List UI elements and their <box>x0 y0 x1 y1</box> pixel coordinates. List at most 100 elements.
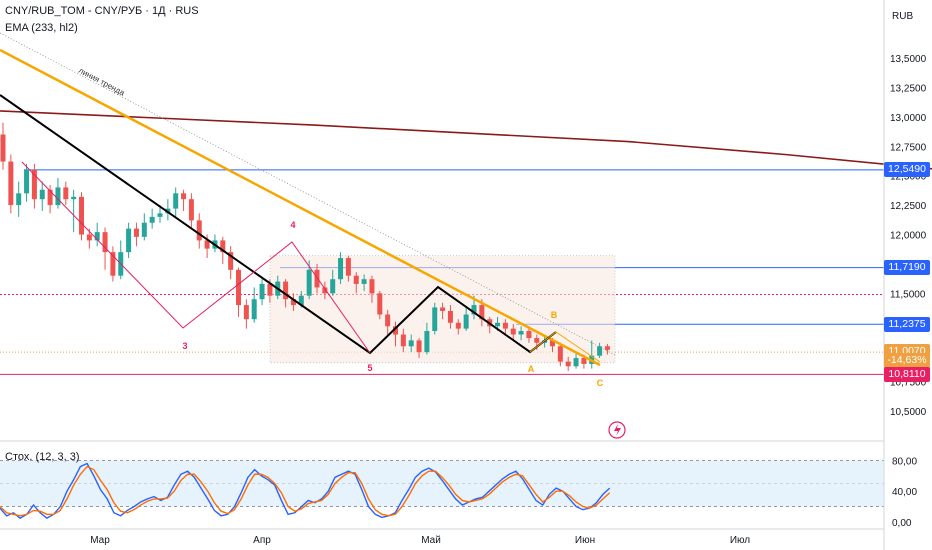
candle-body <box>71 196 77 200</box>
price-tick-label: 12,5000 <box>890 172 927 183</box>
price-tick-label: 10,5000 <box>890 407 927 418</box>
month-label: Мар <box>90 535 110 546</box>
candle-body <box>369 279 375 294</box>
candle-body <box>361 279 367 284</box>
month-label: Июл <box>730 535 750 546</box>
candle-body <box>236 269 241 306</box>
price-tag: 10,8110 <box>884 366 930 382</box>
orange-trend-line <box>0 48 601 367</box>
candle-body <box>526 330 532 339</box>
wave-label: B <box>551 310 558 320</box>
candle-body <box>416 340 422 353</box>
candle-body <box>16 193 22 206</box>
candle-body <box>573 358 579 367</box>
stochastic-d-line <box>0 465 611 517</box>
wave-label: 3 <box>182 341 187 351</box>
indicator-label: EMA (233, hl2) <box>5 22 78 34</box>
candle-body <box>259 283 265 300</box>
candle-body <box>126 228 132 253</box>
stochastic-tick-label: 40,00 <box>892 487 917 498</box>
candle-body <box>581 358 587 364</box>
month-label: Май <box>421 535 441 546</box>
candle-body <box>557 346 563 362</box>
wave-label: 4 <box>290 220 295 230</box>
candle-body <box>314 269 320 288</box>
candle-body <box>298 295 304 306</box>
price-tag: 11,2375 <box>884 316 930 332</box>
candle-body <box>63 187 69 200</box>
candle-body <box>188 199 194 221</box>
candle-body <box>24 169 30 194</box>
candle-body <box>283 281 289 300</box>
candle-body <box>534 338 540 343</box>
candle-body <box>204 240 210 249</box>
candle-body <box>267 283 273 296</box>
stochastic-label: Стох. (12, 3, 3) <box>5 451 80 463</box>
price-tick-label: 12,0000 <box>890 231 927 242</box>
candle-body <box>290 299 296 306</box>
wave-label: 5 <box>367 363 372 373</box>
currency-label: RUB <box>892 11 913 22</box>
wave-label: C <box>597 378 604 388</box>
candle-body <box>94 232 100 241</box>
pink-wave-line <box>21 161 371 354</box>
candle-body <box>597 346 603 356</box>
candle-body <box>408 340 414 347</box>
candle-body <box>393 326 398 335</box>
candle-body <box>306 269 312 296</box>
lightning-icon-glyph <box>614 424 621 436</box>
candle-body <box>322 287 328 294</box>
month-label: Апр <box>253 535 271 546</box>
chart-title: CNY/RUB_TOM - CNY/РУБ · 1Д · RUS <box>5 5 199 17</box>
candle-body <box>228 252 234 270</box>
candle-body <box>432 307 438 331</box>
candle-body <box>424 330 430 353</box>
price-tick-label: 13,5000 <box>890 54 927 65</box>
stochastic-k-line <box>0 462 611 519</box>
candle-body <box>604 346 610 350</box>
candle-body <box>55 187 61 206</box>
candle-body <box>39 189 45 200</box>
candle-body <box>196 220 202 241</box>
candle-body <box>550 340 555 347</box>
candle-body <box>133 228 139 237</box>
candle-body <box>479 305 485 320</box>
candle-body <box>0 134 6 162</box>
candle-body <box>338 258 344 280</box>
candle-body <box>330 279 336 294</box>
stochastic-tick-label: 0,00 <box>892 518 912 529</box>
candle-body <box>377 293 383 315</box>
candle-body <box>345 258 351 276</box>
ema-line <box>0 110 932 170</box>
candle-body <box>181 193 187 200</box>
candle-body <box>47 189 53 206</box>
month-label: Июн <box>575 535 595 546</box>
price-tick-label: 13,0000 <box>890 113 927 124</box>
candle-body <box>447 310 453 323</box>
candle-body <box>463 314 469 329</box>
candle-body <box>400 334 406 347</box>
orange-wave-line <box>529 331 601 363</box>
candle-body <box>102 232 108 253</box>
lightning-icon <box>608 421 626 439</box>
candle-body <box>502 322 508 329</box>
price-tick-label: 12,7500 <box>890 142 927 153</box>
candle-body <box>471 305 477 315</box>
stochastic-tick-label: 80,00 <box>892 456 917 467</box>
candle-body <box>8 161 14 206</box>
candle-body <box>353 275 359 284</box>
price-tag: -14,63% <box>884 352 930 368</box>
candle-body <box>141 222 147 237</box>
price-tick-label: 11,5000 <box>890 289 926 300</box>
price-tick-label: 12,2500 <box>890 201 927 212</box>
candle-body <box>173 193 179 209</box>
price-tag: 11,7190 <box>884 260 930 276</box>
candle-body <box>518 330 524 335</box>
candle-body <box>510 328 516 335</box>
candle-body <box>251 299 257 320</box>
candle-body <box>243 305 249 320</box>
price-tick-label: 13,2500 <box>890 83 927 94</box>
wave-label: A <box>528 364 535 374</box>
candle-body <box>157 213 163 217</box>
